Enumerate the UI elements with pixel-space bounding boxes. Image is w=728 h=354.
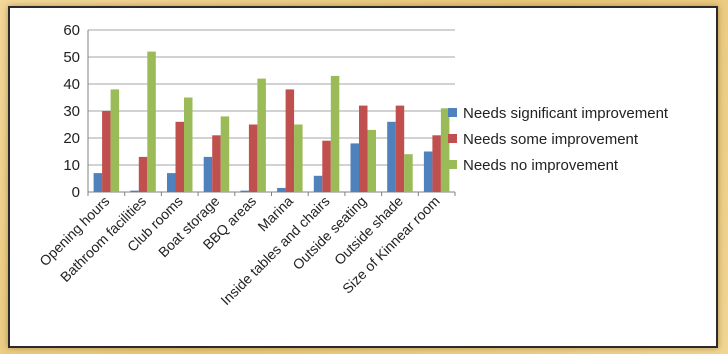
bar bbox=[367, 129, 376, 192]
y-tick-label: 20 bbox=[63, 130, 80, 147]
bar bbox=[93, 173, 103, 192]
bar bbox=[432, 135, 441, 192]
bar bbox=[350, 143, 359, 192]
bar bbox=[110, 89, 120, 192]
y-tick-label: 0 bbox=[72, 184, 80, 201]
bar bbox=[138, 156, 148, 192]
bar bbox=[277, 187, 286, 192]
y-tick-label: 10 bbox=[63, 157, 80, 174]
bar bbox=[294, 124, 303, 192]
y-tick-label: 60 bbox=[63, 22, 80, 39]
bar bbox=[440, 108, 450, 192]
legend-label-some: Needs some improvement bbox=[463, 131, 639, 148]
bar bbox=[184, 97, 193, 192]
bar bbox=[248, 124, 258, 192]
bar bbox=[167, 173, 176, 192]
bar bbox=[203, 156, 213, 192]
bar bbox=[322, 140, 331, 192]
chart-frame: 0 10 20 30 40 50 60 Opening hours Bathroom facil… bbox=[8, 6, 718, 348]
bar bbox=[175, 121, 184, 192]
legend-item-none: Needs no improvement bbox=[448, 156, 718, 176]
bar bbox=[220, 116, 230, 192]
legend-label-none: Needs no improvement bbox=[463, 157, 619, 174]
legend-swatch-significant bbox=[448, 108, 457, 117]
bar bbox=[285, 89, 295, 192]
legend: Needs significant improvement Needs some… bbox=[448, 104, 718, 182]
bar bbox=[387, 121, 396, 192]
bar bbox=[330, 75, 340, 192]
bar bbox=[147, 51, 156, 192]
y-tick-label: 50 bbox=[63, 49, 80, 66]
legend-item-significant: Needs significant improvement bbox=[448, 104, 718, 124]
legend-swatch-none bbox=[448, 160, 457, 169]
bar bbox=[240, 190, 249, 192]
bar bbox=[359, 105, 368, 192]
legend-swatch-some bbox=[448, 134, 457, 143]
legend-label-significant: Needs significant improvement bbox=[463, 105, 669, 122]
legend-item-some: Needs some improvement bbox=[448, 130, 718, 150]
y-tick-label: 40 bbox=[63, 76, 80, 93]
bar bbox=[404, 154, 413, 192]
bar bbox=[395, 105, 405, 192]
bar bbox=[257, 78, 266, 192]
bar bbox=[313, 175, 323, 192]
bar bbox=[130, 190, 139, 192]
y-tick-label: 30 bbox=[63, 103, 80, 120]
bar bbox=[102, 111, 111, 192]
bar bbox=[212, 135, 221, 192]
bar bbox=[423, 151, 433, 192]
